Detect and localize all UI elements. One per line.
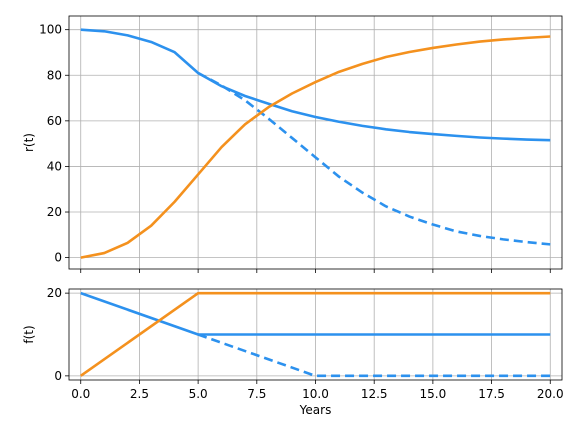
top-series-2-solid-line	[80, 35, 551, 259]
bottom-y-tick-label: 20	[47, 286, 62, 300]
bottom-x-tick-label: 15.0	[420, 387, 447, 401]
top-series-0-solid-line	[80, 28, 551, 142]
bottom-x-tick-label: 0.0	[71, 387, 90, 401]
bottom-series-2-solid-line	[79, 291, 551, 377]
bottom-series-1-dashed-line	[197, 333, 551, 378]
top-series	[80, 28, 551, 259]
top-grid	[69, 16, 562, 269]
bottom-y-tick-label: 0	[54, 369, 62, 383]
bottom-series	[79, 291, 551, 378]
top-y-tick-label: 100	[39, 23, 62, 37]
bottom-x-tick-label: 12.5	[361, 387, 388, 401]
top-panel-r-of-t: 0 20 40 60 80 100 r(t)	[22, 15, 563, 273]
bottom-x-tick-label: 20.0	[537, 387, 564, 401]
bottom-x-tick-label: 5.0	[189, 387, 208, 401]
bottom-ticks: 0.0 2.5 5.0 7.5 10.0 12.5 15.0 17.5 20.0 0 20	[47, 286, 564, 401]
top-y-tick-label: 0	[54, 251, 62, 265]
bottom-y-axis-label: f(t)	[22, 325, 36, 343]
top-y-tick-label: 20	[47, 205, 62, 219]
bottom-x-tick-label: 7.5	[247, 387, 266, 401]
bottom-x-axis-label: Years	[299, 403, 332, 417]
top-y-tick-label: 40	[47, 159, 62, 173]
top-y-tick-label: 80	[47, 68, 62, 82]
top-y-axis-label: r(t)	[22, 133, 36, 152]
bottom-x-tick-label: 17.5	[478, 387, 505, 401]
top-series-1-dashed-line	[197, 71, 551, 246]
bottom-x-tick-label: 2.5	[130, 387, 149, 401]
bottom-x-tick-label: 10.0	[302, 387, 329, 401]
top-ticks: 0 20 40 60 80 100	[39, 23, 551, 273]
top-y-tick-label: 60	[47, 114, 62, 128]
bottom-panel-f-of-t: 0.0 2.5 5.0 7.5 10.0 12.5 15.0 17.5 20.0 0 20 f(t)…	[22, 286, 564, 417]
